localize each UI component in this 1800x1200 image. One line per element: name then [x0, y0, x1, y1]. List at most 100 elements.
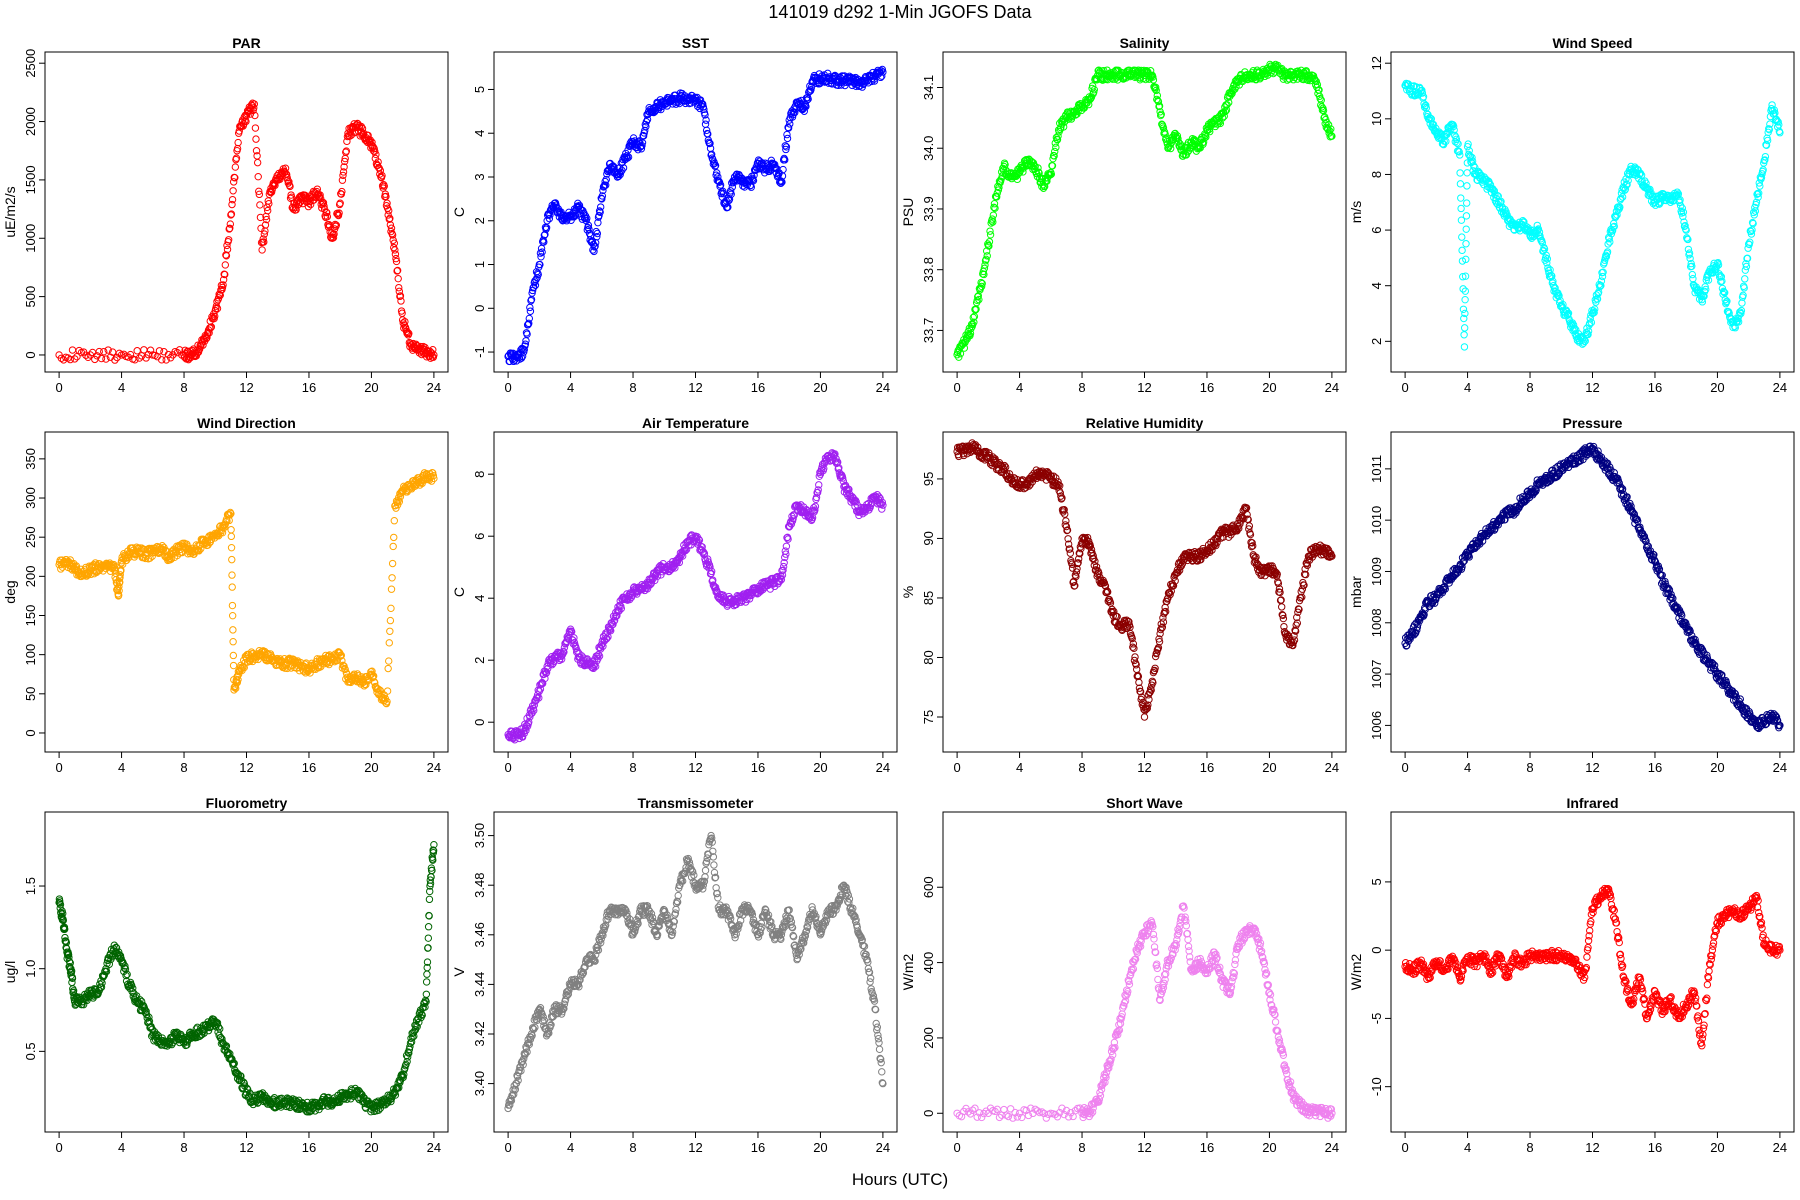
data-point — [378, 171, 386, 180]
data-point — [261, 221, 270, 229]
data-point — [323, 212, 332, 221]
data-point — [990, 203, 998, 212]
data-point — [227, 532, 236, 541]
x-tick-label: 16 — [1200, 380, 1214, 395]
data-point — [231, 163, 240, 171]
data-point — [842, 78, 850, 86]
data-series — [1401, 442, 1784, 733]
data-point — [784, 123, 792, 132]
y-tick-label: 2000 — [23, 107, 38, 136]
data-point — [520, 346, 528, 354]
data-point — [258, 246, 266, 254]
data-point — [525, 319, 533, 328]
data-point — [594, 218, 602, 227]
data-point — [596, 208, 604, 216]
y-tick-label: 1009 — [1369, 557, 1384, 586]
data-point — [248, 102, 256, 110]
y-tick-label: 4 — [472, 130, 487, 137]
data-point — [988, 215, 996, 223]
data-point — [590, 247, 598, 256]
data-point — [584, 221, 593, 230]
data-point — [989, 211, 998, 219]
data-point — [1463, 169, 1471, 177]
data-point — [226, 220, 235, 228]
data-point — [701, 111, 709, 119]
data-point — [369, 143, 377, 151]
plot-frame — [493, 431, 898, 753]
y-tick-label: 1008 — [1369, 608, 1384, 637]
data-point — [571, 211, 580, 220]
y-tick-label: 100 — [23, 644, 38, 666]
x-tick-label: 16 — [302, 380, 316, 395]
data-point — [969, 313, 977, 322]
data-point — [385, 657, 393, 665]
y-tick-label: 6 — [472, 533, 487, 540]
data-point — [211, 312, 219, 321]
data-point — [956, 349, 965, 358]
x-tick-label: 20 — [1262, 760, 1276, 775]
data-point — [221, 270, 229, 279]
data-point — [250, 100, 259, 108]
data-point — [716, 181, 725, 189]
data-point — [1140, 713, 1149, 721]
data-point — [526, 303, 534, 312]
page-title: 141019 d292 1-Min JGOFS Data — [768, 2, 1032, 22]
x-tick-label: 4 — [1464, 380, 1471, 395]
data-series — [55, 99, 438, 364]
x-tick-label: 0 — [953, 760, 960, 775]
data-point — [1457, 204, 1465, 213]
x-tick-label: 12 — [239, 760, 253, 775]
x-tick-label: 4 — [1016, 760, 1023, 775]
data-point — [430, 351, 438, 359]
data-point — [260, 230, 269, 238]
data-point — [223, 245, 232, 254]
panel-title: Wind Direction — [197, 415, 296, 431]
data-point — [657, 105, 665, 114]
data-point — [747, 183, 755, 191]
data-point — [231, 174, 239, 182]
data-point — [405, 329, 413, 338]
x-tick-label: 0 — [55, 380, 62, 395]
x-tick-label: 24 — [1773, 760, 1787, 775]
data-point — [320, 202, 328, 210]
x-tick-label: 20 — [1710, 760, 1724, 775]
data-point — [781, 156, 789, 164]
x-tick-label: 0 — [1401, 760, 1408, 775]
data-point — [294, 200, 303, 209]
data-point — [228, 555, 236, 564]
data-point — [380, 182, 388, 190]
data-point — [643, 115, 652, 124]
x-tick-label: 16 — [1648, 760, 1662, 775]
x-tick-label: 20 — [364, 380, 378, 395]
data-point — [75, 346, 83, 355]
data-point — [878, 505, 886, 513]
data-point — [1689, 275, 1697, 283]
data-point — [545, 210, 553, 218]
data-point — [1061, 117, 1069, 126]
x-tick-label: 20 — [1710, 380, 1724, 395]
panel-title: SST — [682, 35, 710, 51]
x-tick-label: 16 — [751, 380, 765, 395]
data-point — [542, 223, 551, 232]
data-point — [345, 132, 354, 140]
y-tick-label: 33.7 — [921, 318, 936, 343]
data-point — [1278, 603, 1286, 611]
data-point — [523, 330, 531, 338]
data-point — [84, 353, 92, 361]
data-point — [536, 249, 545, 257]
x-tick-label: 12 — [1585, 760, 1599, 775]
x-tick-label: 24 — [876, 380, 890, 395]
data-point — [1460, 324, 1469, 332]
x-tick-label: 4 — [567, 760, 574, 775]
x-tick-label: 8 — [629, 760, 636, 775]
data-point — [769, 160, 778, 168]
data-point — [385, 206, 393, 215]
data-point — [111, 356, 119, 364]
y-tick-label: 33.8 — [921, 257, 936, 282]
data-point — [366, 136, 375, 144]
data-point — [213, 304, 222, 313]
data-point — [545, 214, 554, 223]
data-point — [975, 295, 983, 304]
